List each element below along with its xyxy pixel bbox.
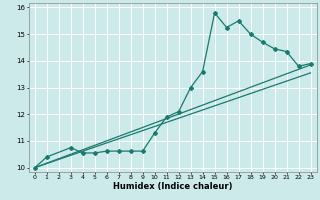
X-axis label: Humidex (Indice chaleur): Humidex (Indice chaleur) — [113, 182, 232, 191]
